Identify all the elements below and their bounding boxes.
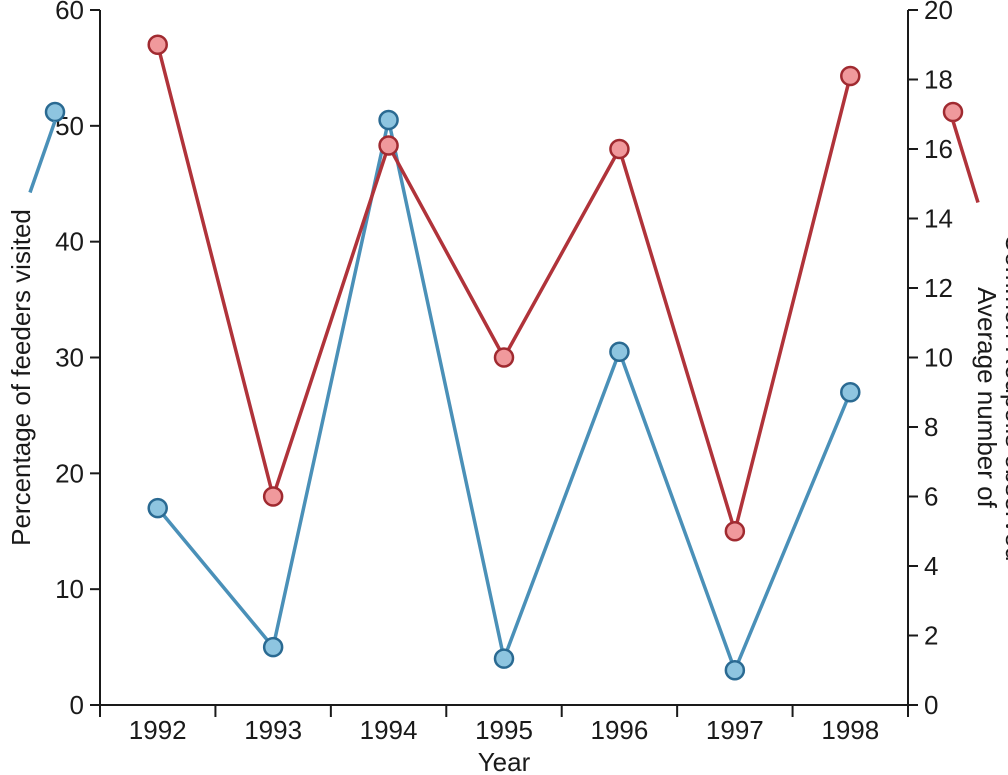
right-axis-tick-label: 0 bbox=[924, 690, 938, 720]
series-marker-0 bbox=[380, 111, 398, 129]
right-axis-tick-label: 14 bbox=[924, 204, 953, 234]
x-axis-tick-label: 1998 bbox=[821, 715, 879, 745]
x-axis-tick-label: 1996 bbox=[591, 715, 649, 745]
right-axis-tick-label: 4 bbox=[924, 551, 938, 581]
series-marker-1 bbox=[380, 137, 398, 155]
series-line-1 bbox=[158, 45, 851, 532]
series-marker-1 bbox=[149, 36, 167, 54]
x-axis-tick-label: 1997 bbox=[706, 715, 764, 745]
left-axis-tick-label: 30 bbox=[55, 343, 84, 373]
x-axis-tick-label: 1995 bbox=[475, 715, 533, 745]
series-marker-0 bbox=[264, 638, 282, 656]
right-axis-title-line2: Common Redpolls observed bbox=[1000, 233, 1008, 561]
series-marker-1 bbox=[726, 522, 744, 540]
series-marker-1 bbox=[495, 349, 513, 367]
right-axis-title-line1: Average number of bbox=[972, 287, 1002, 508]
right-axis-tick-label: 8 bbox=[924, 412, 938, 442]
dual-axis-line-chart: 0102030405060024681012141618201992199319… bbox=[0, 0, 1008, 775]
left-axis-tick-label: 0 bbox=[70, 690, 84, 720]
x-axis-tick-label: 1993 bbox=[244, 715, 302, 745]
right-axis-tick-label: 18 bbox=[924, 65, 953, 95]
left-axis-tick-label: 40 bbox=[55, 227, 84, 257]
right-axis-tick-label: 12 bbox=[924, 273, 953, 303]
right-axis-tick-label: 6 bbox=[924, 482, 938, 512]
legend-connector-left bbox=[30, 121, 55, 193]
legend-connector-right bbox=[953, 121, 978, 203]
legend-marker-left bbox=[46, 103, 64, 121]
right-axis-tick-label: 10 bbox=[924, 343, 953, 373]
series-line-0 bbox=[158, 120, 851, 670]
right-axis-tick-label: 2 bbox=[924, 621, 938, 651]
series-marker-0 bbox=[726, 661, 744, 679]
right-axis-tick-label: 20 bbox=[924, 0, 953, 25]
series-marker-0 bbox=[495, 650, 513, 668]
left-axis-tick-label: 60 bbox=[55, 0, 84, 25]
left-axis-tick-label: 20 bbox=[55, 458, 84, 488]
chart-container: 0102030405060024681012141618201992199319… bbox=[0, 0, 1008, 775]
series-marker-1 bbox=[841, 67, 859, 85]
right-axis-tick-label: 16 bbox=[924, 134, 953, 164]
x-axis-tick-label: 1992 bbox=[129, 715, 187, 745]
series-marker-0 bbox=[610, 343, 628, 361]
series-marker-1 bbox=[264, 488, 282, 506]
series-marker-0 bbox=[841, 383, 859, 401]
left-axis-title: Percentage of feeders visited bbox=[6, 209, 36, 546]
x-axis-tick-label: 1994 bbox=[360, 715, 418, 745]
x-axis-title: Year bbox=[478, 747, 531, 775]
left-axis-tick-label: 10 bbox=[55, 574, 84, 604]
series-marker-1 bbox=[610, 140, 628, 158]
series-marker-0 bbox=[149, 499, 167, 517]
legend-marker-right bbox=[944, 103, 962, 121]
